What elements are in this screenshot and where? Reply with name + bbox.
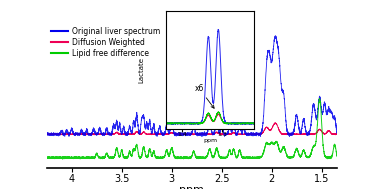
Legend: Original liver spectrum, Diffusion Weighted, Lipid free difference: Original liver spectrum, Diffusion Weigh… [50,26,161,59]
Text: x6: x6 [194,84,214,108]
Text: Lactate: Lactate [139,57,145,83]
X-axis label: ppm: ppm [179,185,204,189]
X-axis label: ppm: ppm [203,138,217,143]
